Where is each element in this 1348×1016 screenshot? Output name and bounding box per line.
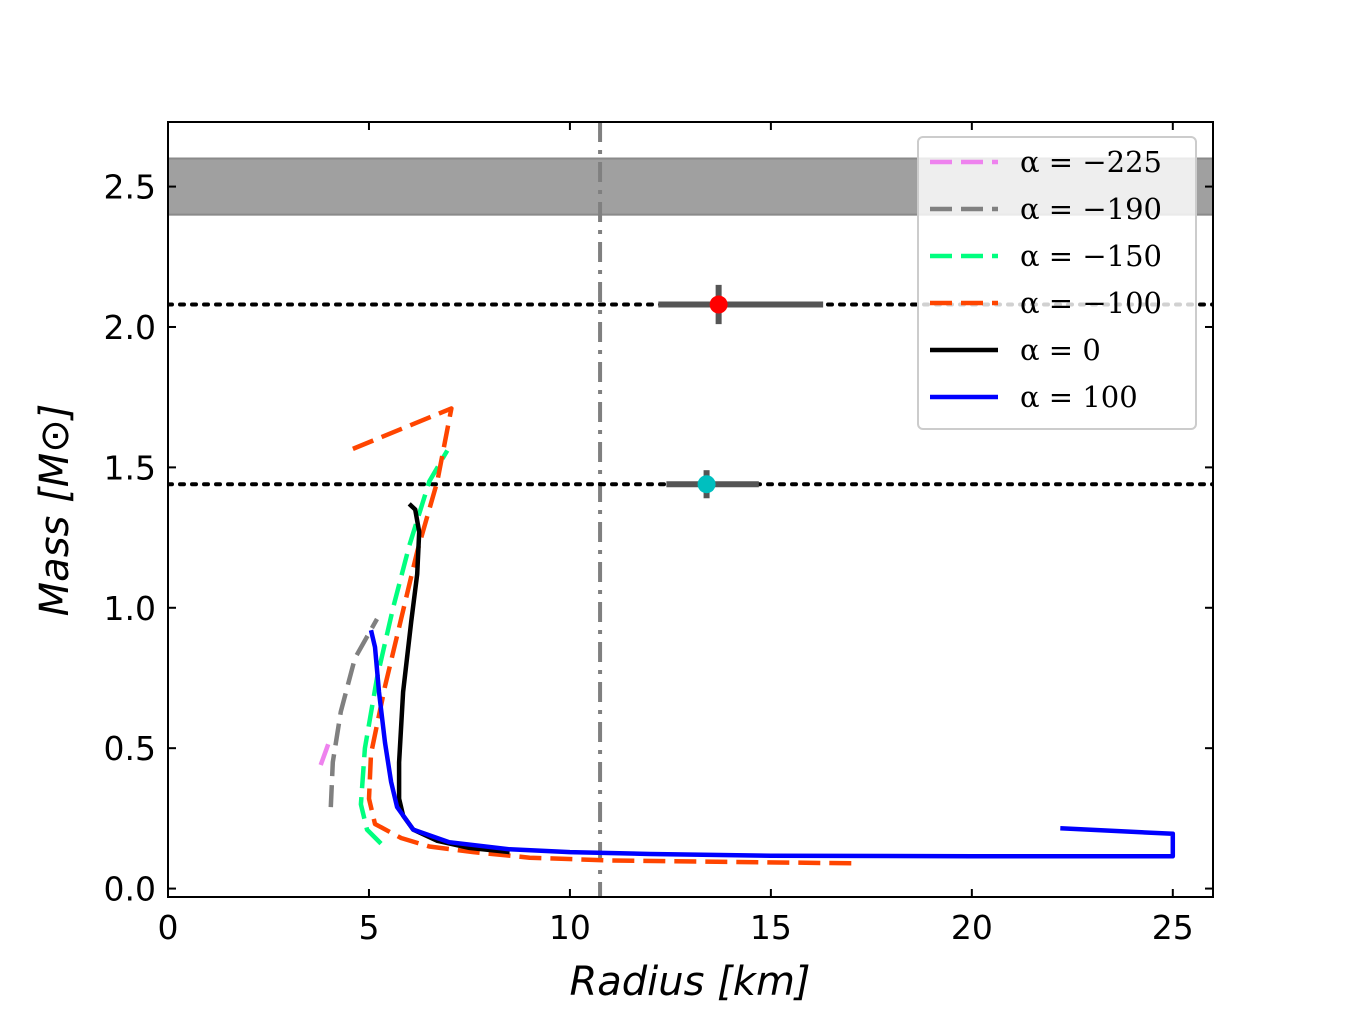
- legend-label: α = 0: [1020, 333, 1101, 367]
- y-tick-label: 2.5: [104, 168, 156, 207]
- y-tick-label: 1.0: [104, 589, 156, 628]
- y-tick-label: 0.5: [104, 729, 156, 768]
- series-line: [318, 736, 333, 766]
- x-tick-label: 25: [1152, 908, 1194, 947]
- x-tick-label: 10: [549, 908, 591, 947]
- red-measurement: [709, 295, 728, 314]
- x-tick-label: 20: [951, 908, 993, 947]
- legend-box: [917, 136, 1197, 430]
- series-line: [396, 502, 510, 855]
- series-line: [348, 406, 852, 866]
- x-tick-label: 5: [358, 908, 379, 947]
- legend-label: α = −150: [1020, 239, 1162, 273]
- series-line: [328, 617, 379, 808]
- x-tick-label: 0: [158, 908, 179, 947]
- legend-label: α = −100: [1020, 286, 1162, 320]
- series-line: [368, 629, 1176, 859]
- y-tick-label: 0.0: [104, 870, 156, 909]
- plot-frame: [167, 121, 1214, 898]
- legend-label: α = −225: [1020, 145, 1162, 179]
- cyan-measurement: [697, 475, 716, 494]
- x-axis-title: Radius [km]: [569, 959, 810, 1005]
- y-tick-label: 1.5: [104, 448, 156, 487]
- legend-label: α = 100: [1020, 380, 1138, 414]
- legend-label: α = −190: [1020, 192, 1162, 226]
- x-tick-label: 15: [750, 908, 792, 947]
- legend: α = −225 α = −190 α = −150 α = −100 α = 0 α =…: [917, 136, 1197, 430]
- y-axis-title: Mass [M⊙]: [32, 404, 78, 617]
- y-tick-label: 2.0: [104, 308, 156, 347]
